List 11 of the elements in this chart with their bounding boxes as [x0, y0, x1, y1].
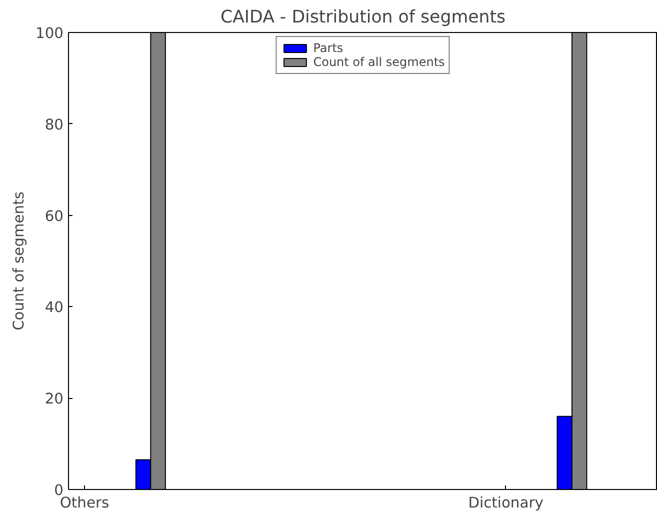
y-tick-label: 40 [44, 299, 64, 316]
legend-label: Count of all segments [313, 55, 445, 69]
x-tick-label: Others [60, 494, 110, 512]
x-tick-label: Dictionary [468, 494, 544, 512]
chart-title: CAIDA - Distribution of segments [220, 8, 506, 28]
y-tick-label: 60 [44, 208, 64, 225]
y-axis-title: Count of segments [10, 192, 28, 330]
y-tick-label: 100 [36, 25, 64, 42]
legend-label: Parts [313, 41, 344, 55]
y-tick-label: 80 [44, 116, 64, 134]
y-tick-label: 20 [44, 390, 64, 408]
